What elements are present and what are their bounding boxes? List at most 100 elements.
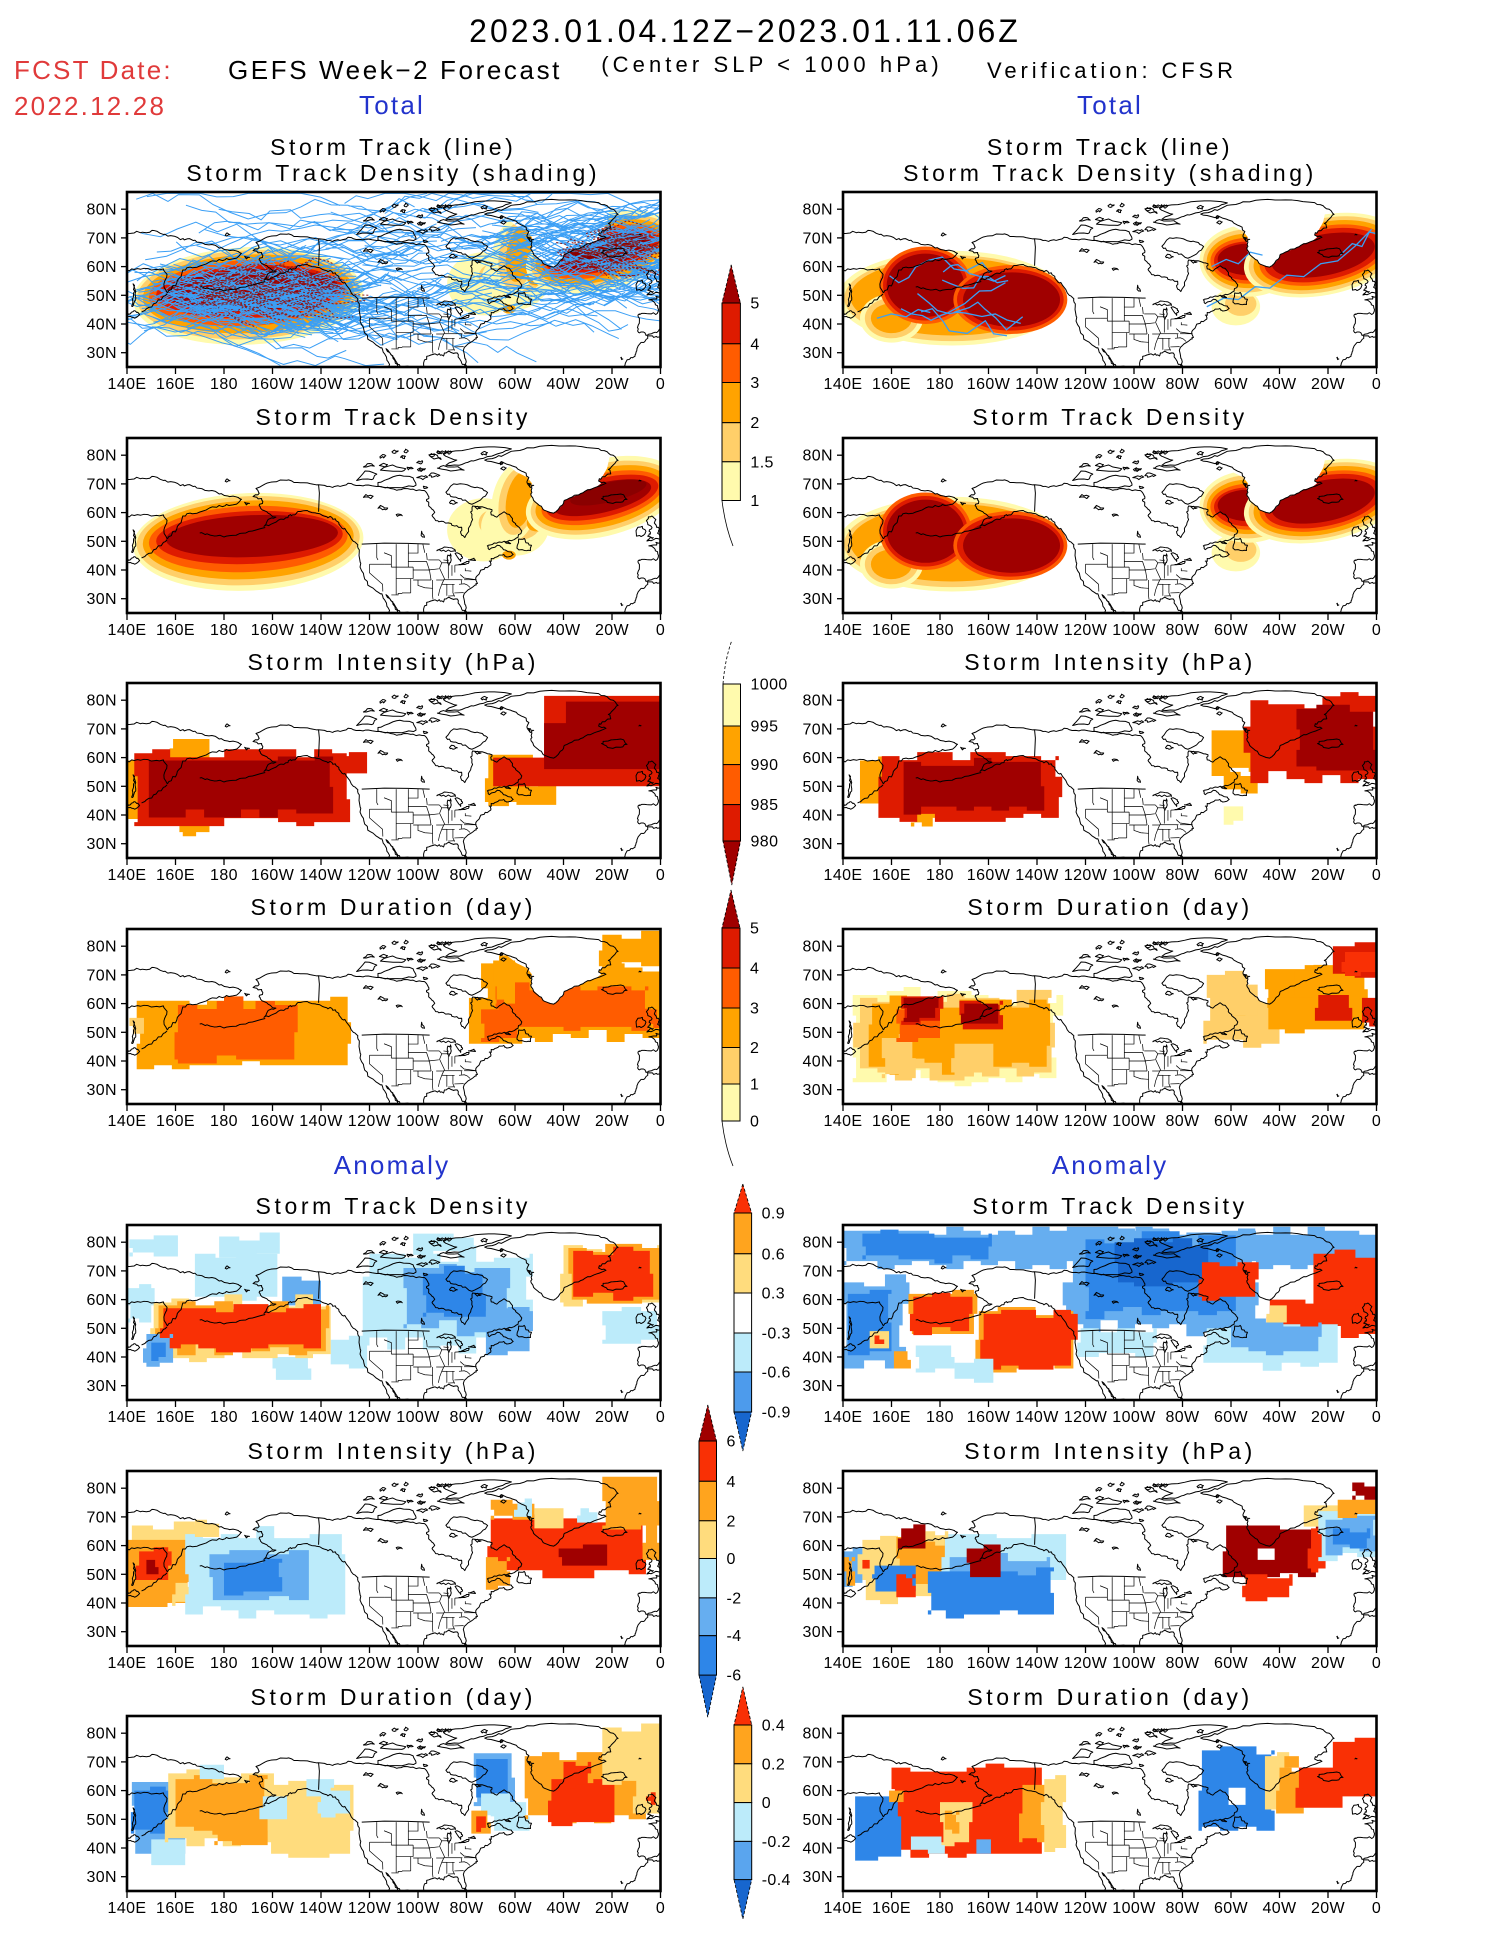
svg-text:-0.4: -0.4 [762, 1872, 791, 1889]
svg-text:80W: 80W [1166, 1655, 1201, 1672]
svg-text:160E: 160E [156, 622, 195, 639]
svg-text:-0.9: -0.9 [762, 1405, 791, 1422]
svg-text:4: 4 [750, 961, 759, 978]
svg-text:180: 180 [926, 376, 954, 393]
svg-text:0: 0 [655, 376, 664, 393]
svg-text:70N: 70N [803, 1754, 834, 1771]
svg-text:140E: 140E [107, 1655, 146, 1672]
svg-text:180: 180 [926, 1409, 954, 1426]
svg-text:80W: 80W [449, 867, 484, 884]
svg-text:140E: 140E [107, 1113, 146, 1130]
svg-text:50N: 50N [86, 779, 117, 796]
svg-text:40W: 40W [1263, 1655, 1298, 1672]
svg-text:2: 2 [750, 1040, 759, 1057]
svg-text:5: 5 [750, 296, 759, 313]
svg-text:180: 180 [926, 1655, 954, 1672]
svg-text:60W: 60W [1214, 1113, 1249, 1130]
svg-text:20W: 20W [594, 867, 629, 884]
svg-text:160W: 160W [250, 376, 294, 393]
svg-text:140E: 140E [824, 867, 863, 884]
svg-text:50N: 50N [86, 1812, 117, 1829]
svg-text:180: 180 [210, 376, 238, 393]
svg-text:1: 1 [750, 1077, 759, 1094]
svg-text:160E: 160E [156, 1655, 195, 1672]
svg-text:160E: 160E [872, 622, 911, 639]
svg-text:140E: 140E [107, 376, 146, 393]
svg-text:20W: 20W [1311, 1655, 1346, 1672]
svg-text:60N: 60N [803, 505, 834, 522]
svg-text:60W: 60W [497, 1900, 532, 1917]
svg-text:160E: 160E [872, 376, 911, 393]
svg-text:140W: 140W [1016, 376, 1060, 393]
svg-text:140E: 140E [824, 376, 863, 393]
svg-text:40W: 40W [546, 1113, 581, 1130]
svg-text:20W: 20W [1311, 1113, 1346, 1130]
svg-text:160W: 160W [967, 1655, 1011, 1672]
svg-text:20W: 20W [594, 1113, 629, 1130]
svg-text:0.2: 0.2 [762, 1756, 785, 1773]
svg-text:995: 995 [750, 719, 778, 736]
svg-text:4: 4 [727, 1473, 736, 1490]
svg-text:20W: 20W [594, 1900, 629, 1917]
svg-text:40W: 40W [546, 622, 581, 639]
svg-text:30N: 30N [86, 1082, 117, 1099]
svg-text:160E: 160E [872, 1900, 911, 1917]
svg-text:180: 180 [210, 622, 238, 639]
svg-text:50N: 50N [86, 288, 117, 305]
svg-text:160E: 160E [872, 1409, 911, 1426]
svg-text:0: 0 [762, 1795, 771, 1812]
svg-text:70N: 70N [86, 721, 117, 738]
svg-text:120W: 120W [347, 1409, 391, 1426]
svg-text:40N: 40N [803, 562, 834, 579]
svg-text:140W: 140W [299, 622, 343, 639]
svg-text:60N: 60N [803, 1783, 834, 1800]
svg-text:30N: 30N [86, 1869, 117, 1886]
svg-text:140W: 140W [1016, 867, 1060, 884]
svg-text:0: 0 [1372, 1900, 1381, 1917]
svg-text:80W: 80W [1166, 1409, 1201, 1426]
svg-text:70N: 70N [803, 1509, 834, 1526]
svg-text:160W: 160W [967, 867, 1011, 884]
svg-text:0.4: 0.4 [762, 1718, 785, 1735]
svg-text:50N: 50N [803, 1812, 834, 1829]
svg-text:40W: 40W [546, 1409, 581, 1426]
svg-text:60W: 60W [1214, 1409, 1249, 1426]
svg-text:0: 0 [655, 1409, 664, 1426]
svg-text:70N: 70N [803, 476, 834, 493]
svg-text:1: 1 [750, 493, 759, 510]
svg-text:60N: 60N [86, 1292, 117, 1309]
svg-text:40W: 40W [546, 376, 581, 393]
svg-text:140E: 140E [107, 867, 146, 884]
svg-text:50N: 50N [86, 1566, 117, 1583]
svg-text:30N: 30N [86, 836, 117, 853]
svg-text:20W: 20W [1311, 376, 1346, 393]
svg-text:100W: 100W [1113, 622, 1157, 639]
svg-text:0: 0 [1372, 376, 1381, 393]
svg-text:160E: 160E [156, 867, 195, 884]
svg-text:120W: 120W [347, 867, 391, 884]
svg-text:40N: 40N [86, 1841, 117, 1858]
svg-text:160W: 160W [967, 1409, 1011, 1426]
svg-text:-0.3: -0.3 [762, 1326, 791, 1343]
svg-text:20W: 20W [594, 376, 629, 393]
svg-text:80W: 80W [449, 376, 484, 393]
svg-text:70N: 70N [803, 967, 834, 984]
svg-text:40W: 40W [1263, 376, 1298, 393]
svg-text:0: 0 [1372, 622, 1381, 639]
svg-text:140W: 140W [1016, 1655, 1060, 1672]
svg-text:20W: 20W [594, 1655, 629, 1672]
svg-text:100W: 100W [1113, 1409, 1157, 1426]
svg-text:70N: 70N [86, 1263, 117, 1280]
svg-text:100W: 100W [1113, 376, 1157, 393]
svg-text:100W: 100W [396, 1900, 440, 1917]
svg-text:50N: 50N [803, 1024, 834, 1041]
svg-text:100W: 100W [396, 1409, 440, 1426]
svg-text:140W: 140W [299, 1409, 343, 1426]
svg-text:80W: 80W [449, 622, 484, 639]
svg-text:60N: 60N [86, 996, 117, 1013]
svg-text:985: 985 [750, 797, 778, 814]
svg-text:80N: 80N [86, 938, 117, 955]
svg-text:120W: 120W [1064, 376, 1108, 393]
svg-text:60W: 60W [1214, 622, 1249, 639]
svg-text:70N: 70N [803, 230, 834, 247]
